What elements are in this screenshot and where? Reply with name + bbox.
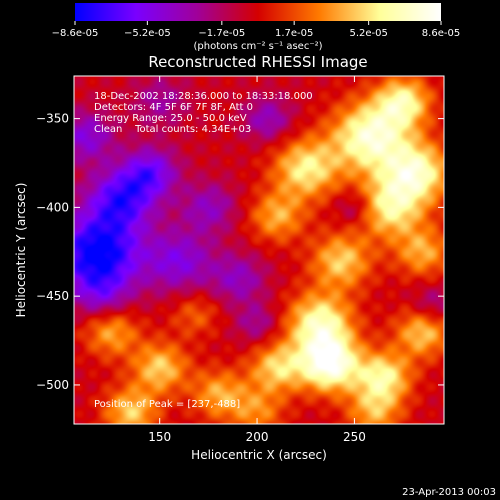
colorbar-units-label: (photons cm⁻² s⁻¹ asec⁻²) — [193, 41, 322, 52]
y-tick-label: −350 — [36, 112, 69, 126]
colorbar-tick-label: 5.2e-05 — [349, 28, 387, 39]
colorbar-ticks: −8.6e-05 −5.2e-05 −1.7e-05 1.7e-05 5.2e-05 8.… — [52, 21, 460, 39]
colorbar-tick-label: −5.2e-05 — [124, 28, 171, 39]
peak-position-label: Position of Peak = [237,-488] — [94, 399, 240, 410]
footer-date: 23-Apr-2013 00:03 — [402, 487, 496, 498]
y-axis-ticks: −350 −400 −450 −500 — [36, 112, 444, 392]
x-axis-ticks: 150 200 250 — [148, 76, 366, 444]
y-axis-label: Heliocentric Y (arcsec) — [14, 183, 28, 318]
chart-title: Reconstructed RHESSI Image — [148, 53, 367, 71]
y-tick-label: −450 — [36, 289, 69, 303]
plot-frame — [73, 75, 445, 425]
x-tick-label: 200 — [246, 430, 269, 444]
annotation-energy: Energy Range: 25.0 - 50.0 keV — [94, 113, 247, 124]
x-axis-label: Heliocentric X (arcsec) — [191, 448, 327, 462]
heatmap-image — [74, 76, 444, 424]
y-tick-label: −500 — [36, 378, 69, 392]
colorbar — [75, 3, 441, 21]
x-tick-label: 150 — [148, 430, 171, 444]
colorbar-tick-label: −1.7e-05 — [198, 28, 245, 39]
colorbar-tick-label: −8.6e-05 — [52, 28, 99, 39]
annotation-detectors: Detectors: 4F 5F 6F 7F 8F, Att 0 — [94, 102, 253, 113]
colorbar-tick-label: 1.7e-05 — [275, 28, 313, 39]
annotation-counts: Clean Total counts: 4.34E+03 — [94, 124, 251, 135]
colorbar-tick-label: 8.6e-05 — [422, 28, 460, 39]
annotation-block: 18-Dec-2002 18:28:36.000 to 18:33:18.000… — [94, 91, 313, 135]
annotation-time-range: 18-Dec-2002 18:28:36.000 to 18:33:18.000 — [94, 91, 313, 102]
y-tick-label: −400 — [36, 200, 69, 214]
x-tick-label: 250 — [343, 430, 366, 444]
